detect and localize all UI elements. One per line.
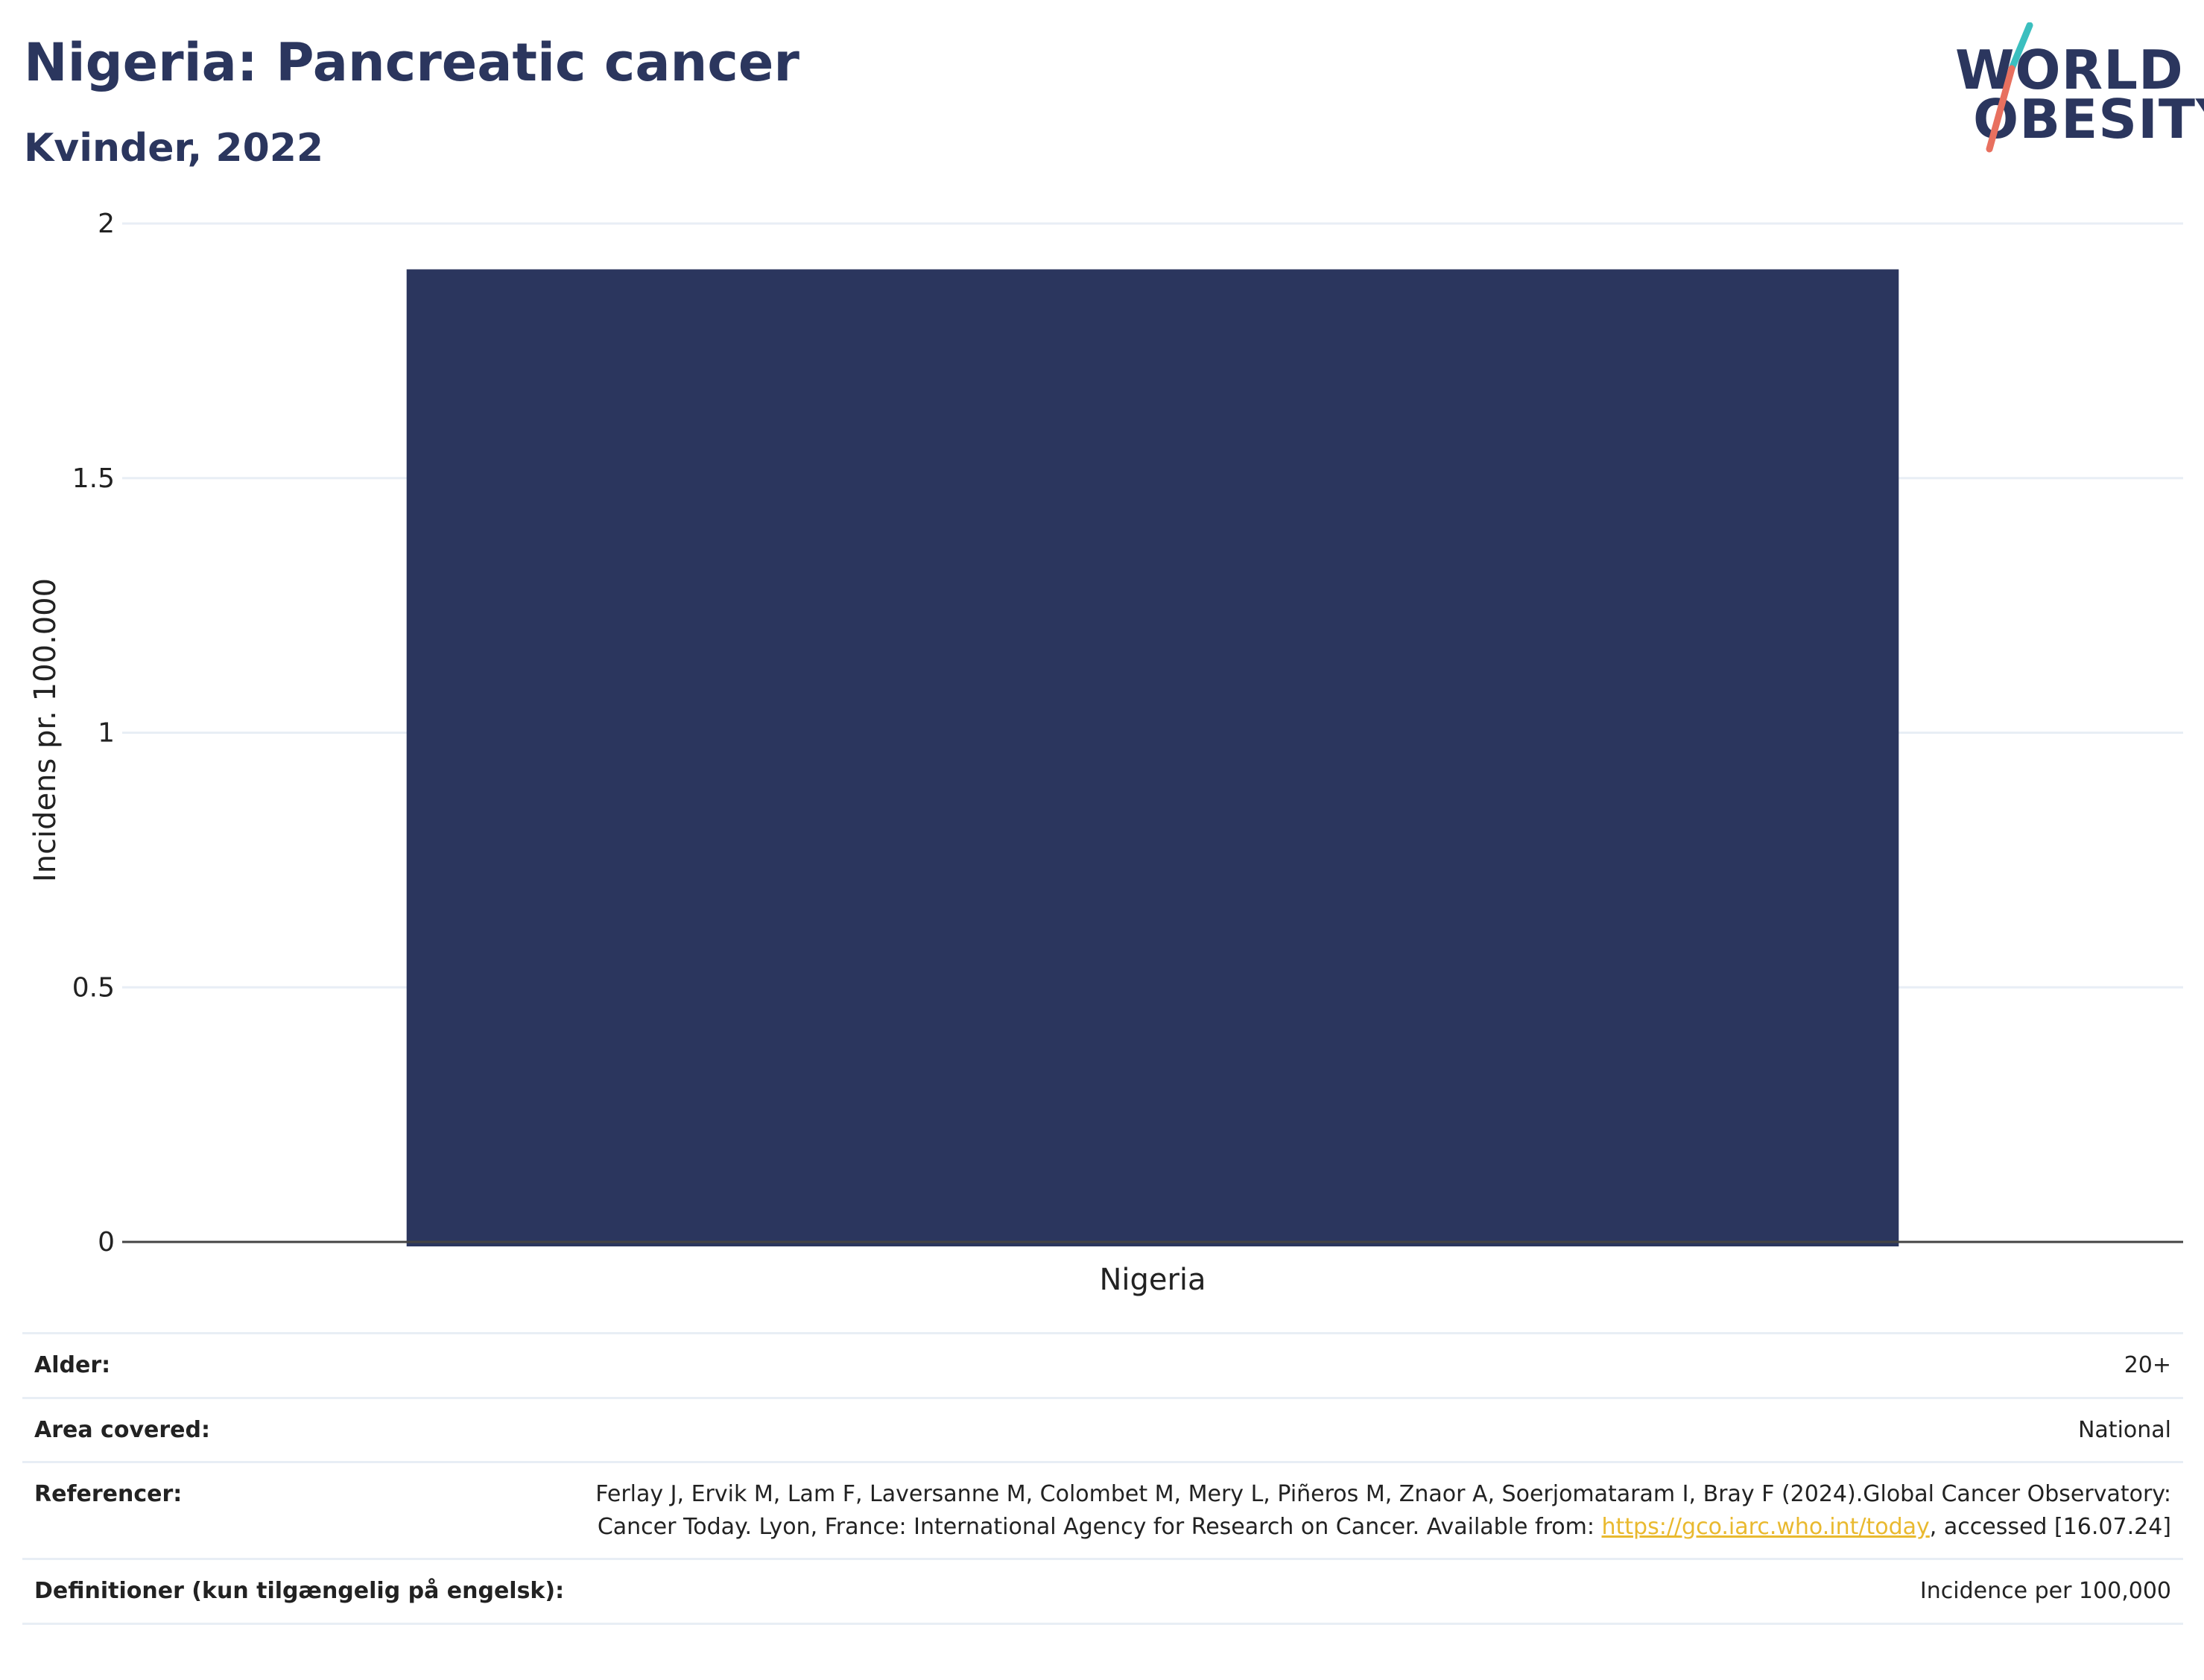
bar-chart: 0 0.5 1 1.5 2 Nigeria Incidens pr. 100.000: [28, 209, 2183, 1296]
info-row-age: Alder: 20+: [22, 1332, 2183, 1397]
definitions-value: Incidence per 100,000: [1919, 1578, 2171, 1604]
info-table: Alder: 20+ Area covered: National Refere…: [22, 1332, 2183, 1625]
chart-title: Nigeria: Pancreatic cancer: [24, 32, 799, 93]
logo-line-2: OBESITY: [1973, 88, 2204, 150]
info-row-definitions: Definitioner (kun tilgængelig på engelsk…: [22, 1558, 2183, 1625]
references-value: Ferlay J, Ervik M, Lam F, Laversanne M, …: [562, 1478, 2171, 1543]
bars: [406, 269, 1899, 1246]
world-obesity-logo: WORLD OBESITY: [1945, 22, 2204, 156]
area-value: National: [2077, 1416, 2171, 1443]
references-text: Ferlay J, Ervik M, Lam F, Laversanne M, …: [595, 1481, 2171, 1540]
y-tick-label: 1.5: [72, 463, 115, 494]
age-value: 20+: [2124, 1352, 2171, 1378]
info-row-references: Referencer: Ferlay J, Ervik M, Lam F, La…: [22, 1461, 2183, 1558]
info-row-area: Area covered: National: [22, 1396, 2183, 1462]
references-label: Referencer:: [34, 1481, 183, 1507]
logo-slash-icon: [1986, 22, 2033, 153]
bar: [406, 269, 1899, 1246]
chart-subtitle: Kvinder, 2022: [24, 126, 324, 171]
references-link[interactable]: https://gco.iarc.who.int/today: [1601, 1513, 1930, 1540]
axes: 0 0.5 1 1.5 2 Nigeria: [72, 209, 2183, 1296]
x-tick-label: Nigeria: [1099, 1263, 1206, 1296]
age-label: Alder:: [34, 1352, 111, 1378]
area-label: Area covered:: [34, 1416, 210, 1443]
y-axis-label: Incidens pr. 100.000: [28, 578, 63, 882]
logo-line-1: WORLD: [1955, 39, 2184, 101]
y-tick-label: 2: [98, 209, 115, 239]
definitions-label: Definitioner (kun tilgængelig på engelsk…: [34, 1578, 565, 1604]
references-accessed: , accessed [16.07.24]: [1929, 1513, 2171, 1540]
y-tick-label: 0: [98, 1227, 115, 1258]
y-tick-label: 0.5: [72, 972, 115, 1003]
y-tick-label: 1: [98, 718, 115, 749]
